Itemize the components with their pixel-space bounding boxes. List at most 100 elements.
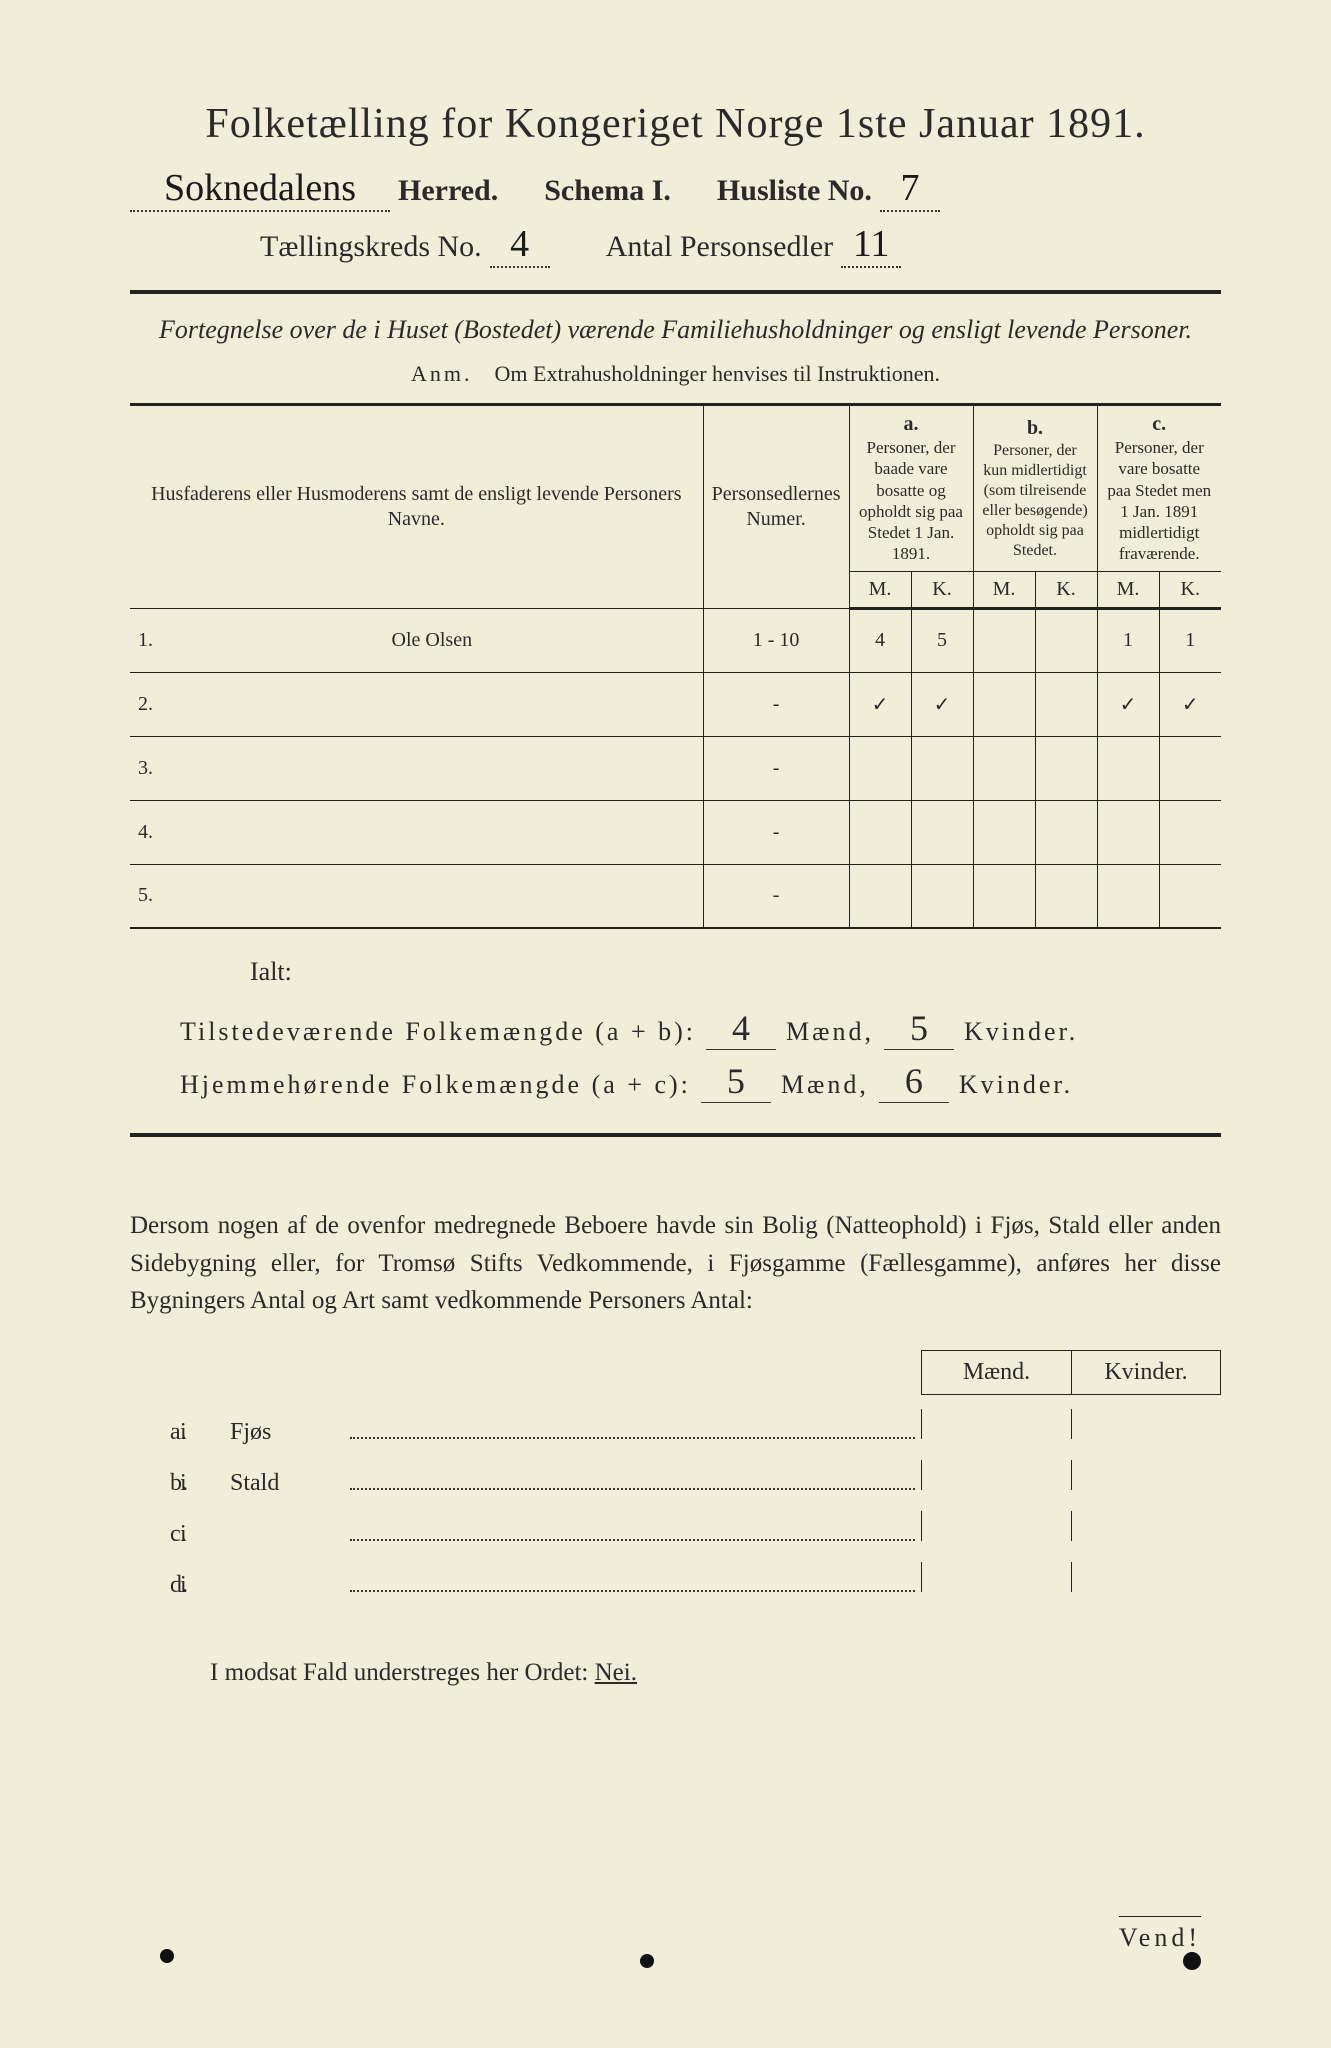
ob-dots [350,1539,915,1541]
c-m [1097,864,1159,928]
vend-label: Vend! [1119,1916,1201,1953]
c-k: 1 [1159,608,1221,672]
ob-type: Fjøs [230,1419,350,1446]
ob-i: i [180,1470,230,1497]
ob-k [1071,1460,1221,1490]
th-c-text: Personer, der vare bosatte paa Stedet me… [1106,437,1214,565]
ink-dot [640,1954,654,1968]
ob-i: i [180,1419,230,1446]
c-m: 1 [1097,608,1159,672]
row-number: 5. [130,864,161,928]
a-m [849,800,911,864]
name-cell [161,800,703,864]
ob-letter: d. [130,1572,180,1599]
th-b-m: M. [973,571,1035,608]
kreds-label: Tællingskreds No. [260,230,482,264]
th-c-m: M. [1097,571,1159,608]
table-row: 1.Ole Olsen1 - 104511 [130,608,1221,672]
b-m [973,736,1035,800]
final-pre: I modsat Fald understreges her Ordet: [210,1659,595,1686]
kvinder-label-2: Kvinder. [959,1070,1073,1100]
ob-dots [350,1590,915,1592]
maend-label-2: Mænd, [781,1070,869,1100]
name-cell: Ole Olsen [161,608,703,672]
rule-2 [130,1133,1221,1137]
th-numer: Personsedlernes Numer. [703,405,849,609]
anm-text: Om Extrahusholdninger henvises til Instr… [495,361,940,386]
row-number: 4. [130,800,161,864]
th-a-text: Personer, der baade vare bosatte og opho… [858,437,965,565]
b-m [973,608,1035,672]
b-k [1035,864,1097,928]
ob-k [1071,1562,1221,1592]
b-m [973,672,1035,736]
num-cell: - [703,864,849,928]
name-cell [161,672,703,736]
herred-handwritten: Soknedalens [130,166,390,212]
household-table: Husfaderens eller Husmoderens samt de en… [130,403,1221,929]
husliste-no: 7 [880,166,940,212]
ob-i: i [180,1521,230,1548]
schema-label: Schema I. [544,174,671,208]
num-cell: - [703,800,849,864]
outbuilding-row: d.i [130,1562,1221,1599]
outbuilding-row: c.i [130,1511,1221,1548]
ob-k [1071,1511,1221,1541]
b-k [1035,800,1097,864]
tilstede-k: 5 [884,1007,954,1050]
name-cell [161,864,703,928]
a-m: ✓ [849,672,911,736]
outbuilding-row: a.iFjøs [130,1409,1221,1446]
th-a-letter: a. [858,412,965,437]
ob-m [921,1460,1071,1490]
row-number: 2. [130,672,161,736]
sum-tilstede: Tilstedeværende Folkemængde (a + b): 4 M… [180,1007,1221,1050]
a-m: 4 [849,608,911,672]
c-k [1159,736,1221,800]
ob-letter: c. [130,1521,180,1548]
a-m [849,864,911,928]
hjemme-label: Hjemmehørende Folkemængde (a + c): [180,1070,691,1100]
subtitle: Fortegnelse over de i Huset (Bostedet) v… [130,312,1221,347]
c-k [1159,864,1221,928]
ob-i: i [180,1572,230,1599]
name-cell [161,736,703,800]
ob-dots [350,1437,915,1439]
maend-label: Mænd, [786,1017,874,1047]
herred-label: Herred. [398,174,498,208]
table-row: 3.- [130,736,1221,800]
hjemme-m: 5 [701,1060,771,1103]
c-m [1097,800,1159,864]
table-row: 2.-✓✓✓✓ [130,672,1221,736]
a-k: 5 [911,608,973,672]
hjemme-k: 6 [879,1060,949,1103]
b-m [973,800,1035,864]
b-k [1035,608,1097,672]
anm-line: Anm. Om Extrahusholdninger henvises til … [130,361,1221,387]
a-k [911,800,973,864]
ink-dot [160,1949,174,1963]
ialt-label: Ialt: [250,957,1221,987]
anm-label: Anm. [411,361,473,386]
th-b-k: K. [1035,571,1097,608]
mk-header: Mænd. Kvinder. [130,1350,1221,1395]
c-k [1159,800,1221,864]
th-b: b. Personer, der kun midlertidigt (som t… [973,405,1097,572]
num-cell: 1 - 10 [703,608,849,672]
kreds-no: 4 [490,222,550,268]
a-k [911,864,973,928]
page-title: Folketælling for Kongeriget Norge 1ste J… [130,100,1221,148]
ob-k [1071,1409,1221,1439]
th-b-letter: b. [982,416,1089,441]
rule-1 [130,290,1221,294]
b-m [973,864,1035,928]
c-k: ✓ [1159,672,1221,736]
antal-no: 11 [841,222,901,268]
outbuilding-row: b.iStald [130,1460,1221,1497]
ob-m [921,1562,1071,1592]
num-cell: - [703,672,849,736]
header-line-3: Tællingskreds No. 4 Antal Personsedler 1… [130,222,1221,268]
c-m [1097,736,1159,800]
husliste-label: Husliste No. [717,174,872,208]
th-c: c. Personer, der vare bosatte paa Stedet… [1097,405,1221,572]
